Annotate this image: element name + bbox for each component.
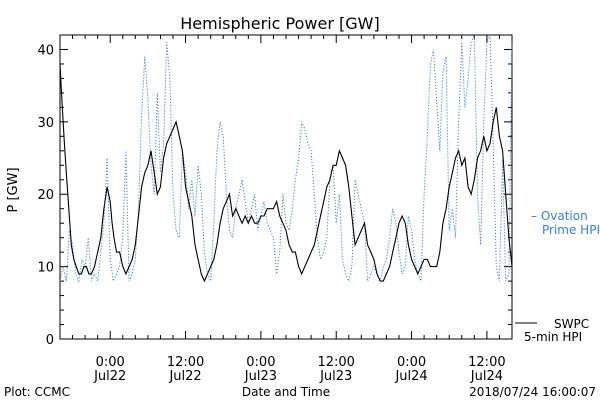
footer-timestamp: 2018/07/24 16:00:07 [469,385,596,399]
x-tick-label-time: 0:00 [96,355,125,370]
legend-swpc-label-1: SWPC [554,317,589,331]
y-tick-label: 40 [37,43,54,58]
x-tick-label-time: 0:00 [397,355,426,370]
x-tick-label-date: Jul24 [470,369,503,384]
y-tick-label: 0 [46,333,54,348]
series-layer [59,34,513,284]
x-tick-label-date: Jul22 [93,369,126,384]
x-axis-label: Date and Time [242,385,330,399]
x-tick-label-date: Jul24 [394,369,427,384]
x-tick-label-time: 12:00 [468,355,505,370]
x-tick-label-date: Jul23 [319,369,352,384]
y-tick-label: 30 [37,116,54,131]
legend-swpc-label-2: 5-min HPI [524,330,582,344]
chart-title: Hemispheric Power [GW] [180,14,379,33]
x-axis-ticks: 0:00Jul2212:00Jul220:00Jul2312:00Jul230:… [59,35,513,384]
x-tick-label-time: 0:00 [246,355,275,370]
y-tick-label: 10 [37,261,54,276]
y-axis-ticks: 0 10 20 30 40 [37,34,512,348]
series-line-ovation-prime-hpi [59,34,513,284]
y-tick-label: 20 [37,188,54,203]
x-tick-label-date: Jul22 [168,369,201,384]
footer-plot-credit: Plot: CCMC [4,385,70,399]
series-line-swpc-5-min-hpi [59,63,513,283]
x-tick-label-time: 12:00 [167,355,204,370]
x-tick-label-date: Jul23 [244,369,277,384]
legend-ovation-label-2: Prime HPI [542,223,600,237]
x-tick-label-time: 12:00 [317,355,354,370]
legend: – Ovation Prime HPI SWPC 5-min HPI [515,209,600,344]
legend-ovation-label-1: – Ovation [531,209,588,223]
y-axis-label: P [GW] [6,167,21,212]
